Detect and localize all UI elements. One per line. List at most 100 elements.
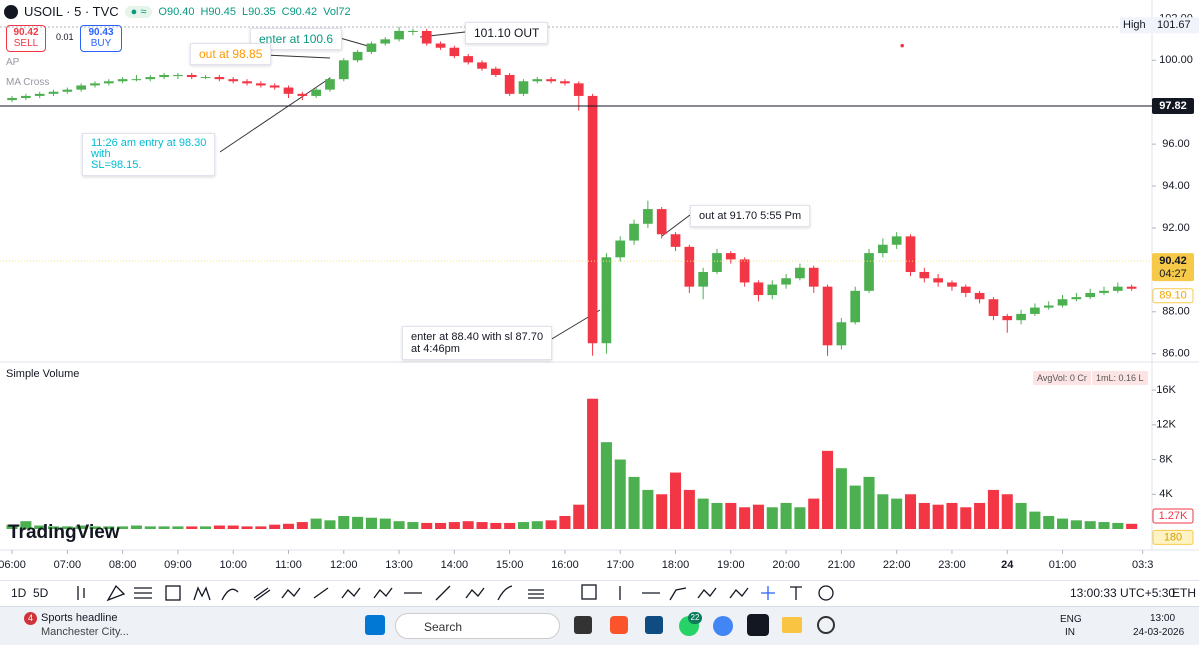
candle-body [242,81,252,84]
app-icon[interactable] [713,616,733,636]
annotation[interactable]: out at 91.70 5:55 Pm [690,205,811,227]
annotation-line: SL=98.15. [91,159,142,171]
candle-body [269,85,280,88]
tool-icon[interactable] [253,587,271,601]
tool-icon[interactable] [465,587,485,599]
volume-tick-label: 4K [1159,488,1173,500]
volume-bar [352,516,364,529]
range-button[interactable]: 5D [33,586,49,600]
candle-body [449,47,460,57]
candle-body [767,284,778,296]
watermark: TradingView [8,522,120,543]
app-icon[interactable] [574,616,592,634]
region[interactable]: IN [1065,627,1075,638]
candle-body [725,253,736,260]
language[interactable]: ENG [1060,614,1082,625]
indicator[interactable]: AP [6,57,20,68]
candle-body [781,278,791,285]
volume-bar [642,489,654,529]
candle-body [518,81,529,94]
status-pill[interactable]: ● ≈ [124,5,153,18]
chart: 102.00100.0096.0094.0092.0088.0086.0006:… [0,0,1199,571]
volume-bar [918,502,930,529]
app-icon[interactable] [747,614,769,636]
marker-dot [900,43,905,48]
spread: 0.01 [56,32,74,42]
annotation[interactable]: enter at 88.40 with sl 87.70 at 4:46pm [402,326,553,360]
tool-icon[interactable] [106,584,126,602]
candle-body [103,81,114,84]
app-icon[interactable] [610,616,628,634]
candle-body [546,79,556,82]
tool-icon[interactable] [373,587,393,599]
volume-bar [34,525,46,529]
candle-body [643,209,653,224]
volume-bar [338,515,350,529]
annotation[interactable]: 101.10 OUT [465,22,549,44]
app-icon[interactable] [782,617,802,633]
arrow [264,54,331,59]
symbol[interactable]: USOIL · 5 · TVC [24,4,119,19]
range-button[interactable]: 1D [11,586,27,600]
tool-icon[interactable] [528,589,544,599]
tool-icon[interactable] [193,586,211,601]
candle-body [283,87,294,94]
volume-bar [863,476,875,529]
x-tick-label: 07:00 [54,559,82,571]
x-tick-label: 15:00 [496,559,524,571]
search-box[interactable]: Search [395,613,560,639]
tool-icon[interactable] [669,587,687,601]
session[interactable]: ETH [1172,586,1196,600]
annotation[interactable]: 11:26 am entry at 98.30 with SL=98.15. [82,133,216,176]
app-icon[interactable] [817,616,835,634]
news-title[interactable]: Sports headline [41,612,118,624]
candle-body [891,236,902,245]
tool-icon[interactable] [313,587,329,599]
candle-body [490,68,501,75]
tool-icon[interactable] [77,586,85,600]
app-icon[interactable] [645,616,663,634]
tool-icon[interactable] [435,585,451,601]
tool-icon[interactable] [790,586,802,600]
volume-bar [1015,502,1027,529]
candle-body [947,282,957,287]
tool-icon[interactable] [281,587,301,599]
volume-tick-label: 16K [1156,384,1176,396]
news-text[interactable]: Manchester City... [41,626,129,638]
tool-icon[interactable] [818,585,834,601]
volume-bar [752,504,764,529]
tool-icon[interactable] [729,587,749,599]
start-button[interactable] [365,615,385,635]
tool-icon[interactable] [165,585,181,601]
tool-icon[interactable] [341,587,361,599]
candle-body [560,81,570,84]
x-tick-label: 03:3 [1132,559,1153,571]
x-tick-label: 14:00 [441,559,469,571]
annotation[interactable]: out at 98.85 [190,43,272,65]
candle-body [228,79,239,82]
tool-icon[interactable] [697,587,717,599]
sell-button[interactable]: 90.42 SELL [6,25,46,52]
tool-icon[interactable] [497,585,513,601]
taskbar-date[interactable]: 24-03-2026 [1133,627,1185,638]
volume-bar [628,476,640,529]
tool-icon[interactable] [134,587,152,599]
ohlc-high: H90.45 [200,5,236,18]
tool-icon[interactable] [581,584,597,600]
volume-bar [296,522,308,529]
volume-bar [725,502,737,529]
annotation[interactable]: enter at 100.6 [250,28,343,50]
taskbar-time[interactable]: 13:00 [1150,613,1176,624]
taskbar [0,606,1199,645]
tool-icon[interactable] [761,586,775,600]
volume-bar [877,494,889,529]
buy-button[interactable]: 90.43 BUY [80,25,122,52]
indicator[interactable]: MA Cross [6,77,50,88]
candle-body [408,30,418,32]
sell-price: 90.42 [13,27,39,38]
candle-body [1002,315,1013,321]
candle-body [850,290,861,323]
tool-icon[interactable] [221,588,239,601]
volume-bar [186,526,198,529]
volume-bar [61,526,73,529]
